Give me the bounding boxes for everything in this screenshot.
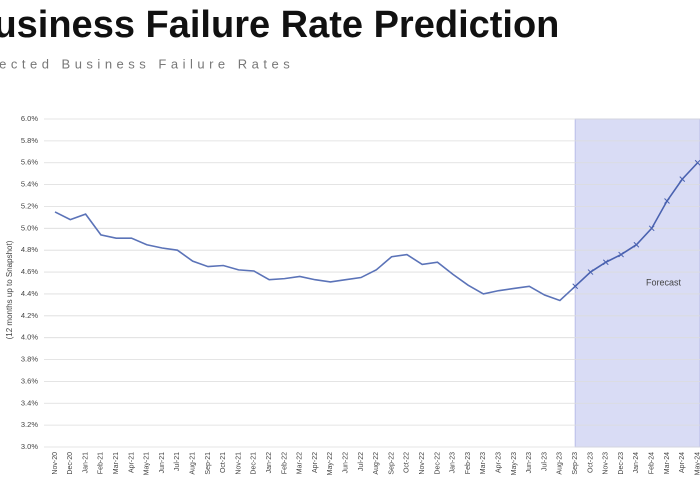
x-tick-label: Dec-20 <box>67 452 74 475</box>
y-axis-label: (12 months up to Snapshot) <box>5 240 14 339</box>
point-marker <box>648 225 655 232</box>
point-marker <box>572 283 579 290</box>
x-tick-label: Jan-23 <box>450 452 457 474</box>
x-tick-label: Jan-21 <box>82 452 89 474</box>
x-tick-label: Apr-22 <box>312 452 319 473</box>
x-tick-label: Jun-21 <box>159 452 166 474</box>
chart-title: Business Failure Rate Prediction <box>0 4 559 46</box>
x-tick-label: Jan-22 <box>266 452 273 474</box>
y-tick-label: 4.8% <box>21 245 38 254</box>
x-tick-label: Feb-24 <box>649 452 656 474</box>
point-marker <box>602 259 609 266</box>
y-tick-label: 3.0% <box>21 442 38 451</box>
point-marker <box>679 176 686 182</box>
x-tick-label: Aug-23 <box>557 452 564 475</box>
x-tick-label: Sep-23 <box>572 452 579 475</box>
x-tick-label: Nov-22 <box>419 452 426 475</box>
y-tick-label: 5.0% <box>21 223 38 232</box>
point-marker <box>633 241 640 248</box>
x-tick-label: Jul-21 <box>174 452 181 471</box>
point-marker <box>694 159 700 166</box>
y-tick-label: 4.6% <box>21 267 38 276</box>
point-marker <box>587 269 594 275</box>
x-tick-label: Oct-21 <box>220 452 227 473</box>
y-tick-label: 6.0% <box>21 114 38 123</box>
x-tick-label: Jun-22 <box>343 452 350 474</box>
y-tick-label: 5.6% <box>21 158 38 167</box>
y-tick-label: 3.6% <box>21 376 38 385</box>
y-tick-label: 5.2% <box>21 201 38 210</box>
y-tick-label: 5.8% <box>21 136 38 145</box>
y-tick-label: 3.4% <box>21 398 38 407</box>
x-tick-label: Apr-21 <box>128 452 135 473</box>
x-tick-label: Oct-22 <box>404 452 411 473</box>
x-tick-label: Feb-22 <box>281 452 288 474</box>
forecast-region <box>574 118 700 448</box>
y-tick-label: 3.8% <box>21 355 38 364</box>
x-tick-label: Feb-21 <box>98 452 105 474</box>
x-tick-label: Jan-24 <box>633 452 640 474</box>
x-tick-label: Aug-22 <box>373 452 380 475</box>
x-tick-label: Mar-22 <box>297 452 304 474</box>
x-tick-label: Dec-21 <box>251 452 258 475</box>
x-tick-label: Nov-23 <box>603 452 610 475</box>
x-tick-label: Mar-21 <box>113 452 120 474</box>
x-tick-label: May-21 <box>144 452 151 475</box>
x-tick-label: Feb-23 <box>465 452 472 474</box>
x-tick-label: Nov-20 <box>52 452 59 475</box>
y-tick-label: 4.4% <box>21 289 38 298</box>
data-line <box>54 211 576 302</box>
x-tick-label: Sep-22 <box>388 452 395 475</box>
point-marker <box>664 198 670 204</box>
x-tick-label: Apr-24 <box>679 452 686 473</box>
x-tick-label: Mar-23 <box>480 452 487 474</box>
x-tick-label: Aug-21 <box>190 452 197 475</box>
y-tick-label: 5.4% <box>21 180 38 189</box>
x-tick-label: Apr-23 <box>496 452 503 473</box>
x-tick-label: Jun-23 <box>526 452 533 474</box>
x-tick-label: May-24 <box>694 452 700 475</box>
y-tick-label: 4.2% <box>21 311 38 320</box>
x-tick-label: Oct-23 <box>587 452 594 473</box>
x-tick-label: Sep-21 <box>205 452 212 475</box>
x-tick-label: Jul-22 <box>358 452 365 471</box>
x-tick-label: May-22 <box>327 452 334 475</box>
x-tick-label: Dec-23 <box>618 452 625 475</box>
point-marker <box>618 251 624 258</box>
x-tick-label: Dec-22 <box>434 452 441 475</box>
forecast-annotation: Forecast <box>646 277 682 287</box>
chart-subtitle: Projected Business Failure Rates <box>0 56 294 71</box>
x-tick-label: Nov-21 <box>235 452 242 475</box>
x-tick-label: Jul-23 <box>541 452 548 471</box>
y-tick-label: 3.2% <box>21 420 38 429</box>
x-tick-label: May-23 <box>511 452 518 475</box>
y-tick-label: 4.0% <box>21 333 38 342</box>
x-tick-label: Mar-24 <box>664 452 671 474</box>
